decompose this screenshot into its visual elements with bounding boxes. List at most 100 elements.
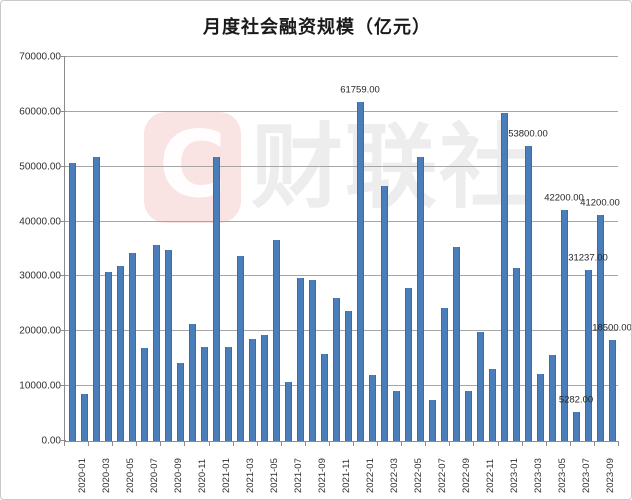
bar-2022-04 bbox=[393, 391, 400, 441]
y-axis-tick bbox=[60, 56, 66, 57]
x-tick-label: 2021-07 bbox=[293, 458, 304, 493]
bar-2023-07 bbox=[573, 412, 580, 441]
x-tick-label: 2022-11 bbox=[485, 458, 496, 493]
bar-2021-11 bbox=[333, 298, 340, 441]
bar-2023-03 bbox=[525, 146, 532, 441]
y-axis-tick bbox=[60, 165, 66, 167]
bar-2022-11 bbox=[477, 332, 484, 441]
x-axis-tick bbox=[232, 442, 234, 446]
bar-2020-08 bbox=[153, 245, 160, 441]
x-axis-tick bbox=[425, 442, 427, 446]
x-tick-label: 2021-05 bbox=[269, 458, 280, 493]
data-label-2023-10: 18500.00 bbox=[592, 322, 632, 334]
bar-2021-09 bbox=[309, 280, 316, 441]
chart-title: 月度社会融资规模（亿元） bbox=[203, 17, 431, 38]
bar-2022-10 bbox=[465, 391, 472, 441]
x-tick-label: 2023-01 bbox=[509, 458, 520, 493]
x-axis-tick bbox=[521, 442, 523, 446]
x-axis-tick bbox=[497, 442, 499, 446]
bar-2023-10 bbox=[609, 340, 616, 441]
x-axis-tick bbox=[377, 442, 379, 446]
bar-2020-12 bbox=[201, 347, 208, 441]
x-axis-tick bbox=[449, 442, 451, 446]
x-tick-label: 2021-03 bbox=[245, 458, 256, 493]
data-label-2023-07: 5282.00 bbox=[558, 394, 594, 406]
x-tick-label: 2022-05 bbox=[413, 458, 424, 493]
x-axis-tick bbox=[184, 442, 186, 446]
bar-2023-01 bbox=[501, 113, 508, 441]
y-axis-line bbox=[64, 57, 65, 441]
y-axis-tick bbox=[60, 330, 66, 332]
x-axis-tick bbox=[304, 442, 306, 446]
bar-2020-05 bbox=[117, 266, 124, 441]
x-axis-tick bbox=[545, 442, 547, 446]
bar-2021-07 bbox=[285, 382, 292, 441]
x-axis-tick bbox=[328, 442, 330, 446]
x-tick-label: 2023-09 bbox=[605, 458, 616, 493]
bar-2020-02 bbox=[81, 394, 88, 441]
x-tick-label: 2022-09 bbox=[461, 458, 472, 493]
data-label-2023-06: 42200.00 bbox=[544, 192, 584, 204]
bar-2021-12 bbox=[345, 311, 352, 441]
x-tick-label: 2022-01 bbox=[365, 458, 376, 493]
x-tick-label: 2020-05 bbox=[125, 458, 136, 493]
x-axis-tick bbox=[618, 442, 619, 446]
bar-2022-08 bbox=[441, 308, 448, 441]
data-label-2023-09: 41200.00 bbox=[580, 197, 620, 209]
x-axis-line bbox=[64, 441, 619, 442]
x-tick-label: 2023-05 bbox=[557, 458, 568, 493]
x-axis-tick bbox=[353, 442, 355, 446]
bar-2022-02 bbox=[369, 375, 376, 441]
x-axis-tick bbox=[112, 442, 114, 446]
x-tick-label: 2020-03 bbox=[101, 458, 112, 493]
bar-2021-04 bbox=[249, 339, 256, 441]
bar-2020-07 bbox=[141, 348, 148, 441]
y-tick-label: 50000.00 bbox=[19, 161, 61, 173]
bar-2020-10 bbox=[177, 363, 184, 441]
gridline bbox=[64, 165, 618, 167]
watermark-text: 财联社 bbox=[251, 114, 534, 221]
x-tick-label: 2022-03 bbox=[389, 458, 400, 493]
bar-2023-02 bbox=[513, 268, 520, 441]
bar-2021-10 bbox=[321, 354, 328, 441]
x-tick-label: 2020-11 bbox=[197, 458, 208, 493]
x-tick-label: 2020-07 bbox=[149, 458, 160, 493]
bar-2022-12 bbox=[489, 369, 496, 441]
bar-2022-07 bbox=[429, 400, 436, 441]
x-axis-tick bbox=[256, 442, 258, 446]
x-tick-label: 2020-01 bbox=[77, 458, 88, 493]
x-axis-tick bbox=[160, 442, 162, 446]
x-axis-tick bbox=[401, 442, 403, 446]
bar-2020-04 bbox=[105, 272, 112, 441]
bar-2022-06 bbox=[417, 157, 424, 441]
bar-2021-08 bbox=[297, 278, 304, 441]
gridline bbox=[64, 110, 618, 112]
bar-2020-06 bbox=[129, 253, 136, 441]
x-axis-tick bbox=[569, 442, 571, 446]
bar-2022-03 bbox=[381, 186, 388, 441]
bar-2022-09 bbox=[453, 247, 460, 441]
x-tick-label: 2021-11 bbox=[341, 458, 352, 493]
bar-2023-08 bbox=[585, 270, 592, 441]
bar-2023-06 bbox=[561, 210, 568, 441]
y-tick-label: 20000.00 bbox=[19, 325, 61, 337]
x-tick-label: 2022-07 bbox=[437, 458, 448, 493]
y-tick-label: 10000.00 bbox=[19, 380, 61, 392]
bar-2023-05 bbox=[549, 355, 556, 441]
gridline bbox=[64, 220, 618, 222]
gridline bbox=[64, 56, 618, 57]
y-tick-label: 60000.00 bbox=[19, 106, 61, 118]
bar-2021-02 bbox=[225, 347, 232, 441]
bar-2020-09 bbox=[165, 250, 172, 441]
bar-2021-06 bbox=[273, 240, 280, 441]
x-tick-label: 2023-03 bbox=[533, 458, 544, 493]
bar-2023-09 bbox=[597, 215, 604, 441]
bar-2023-04 bbox=[537, 374, 544, 441]
x-axis-tick bbox=[64, 442, 65, 446]
gridline bbox=[64, 385, 618, 387]
x-axis-tick bbox=[593, 442, 595, 446]
y-tick-label: 30000.00 bbox=[19, 270, 61, 282]
bar-2021-03 bbox=[237, 256, 244, 441]
x-tick-label: 2021-09 bbox=[317, 458, 328, 493]
